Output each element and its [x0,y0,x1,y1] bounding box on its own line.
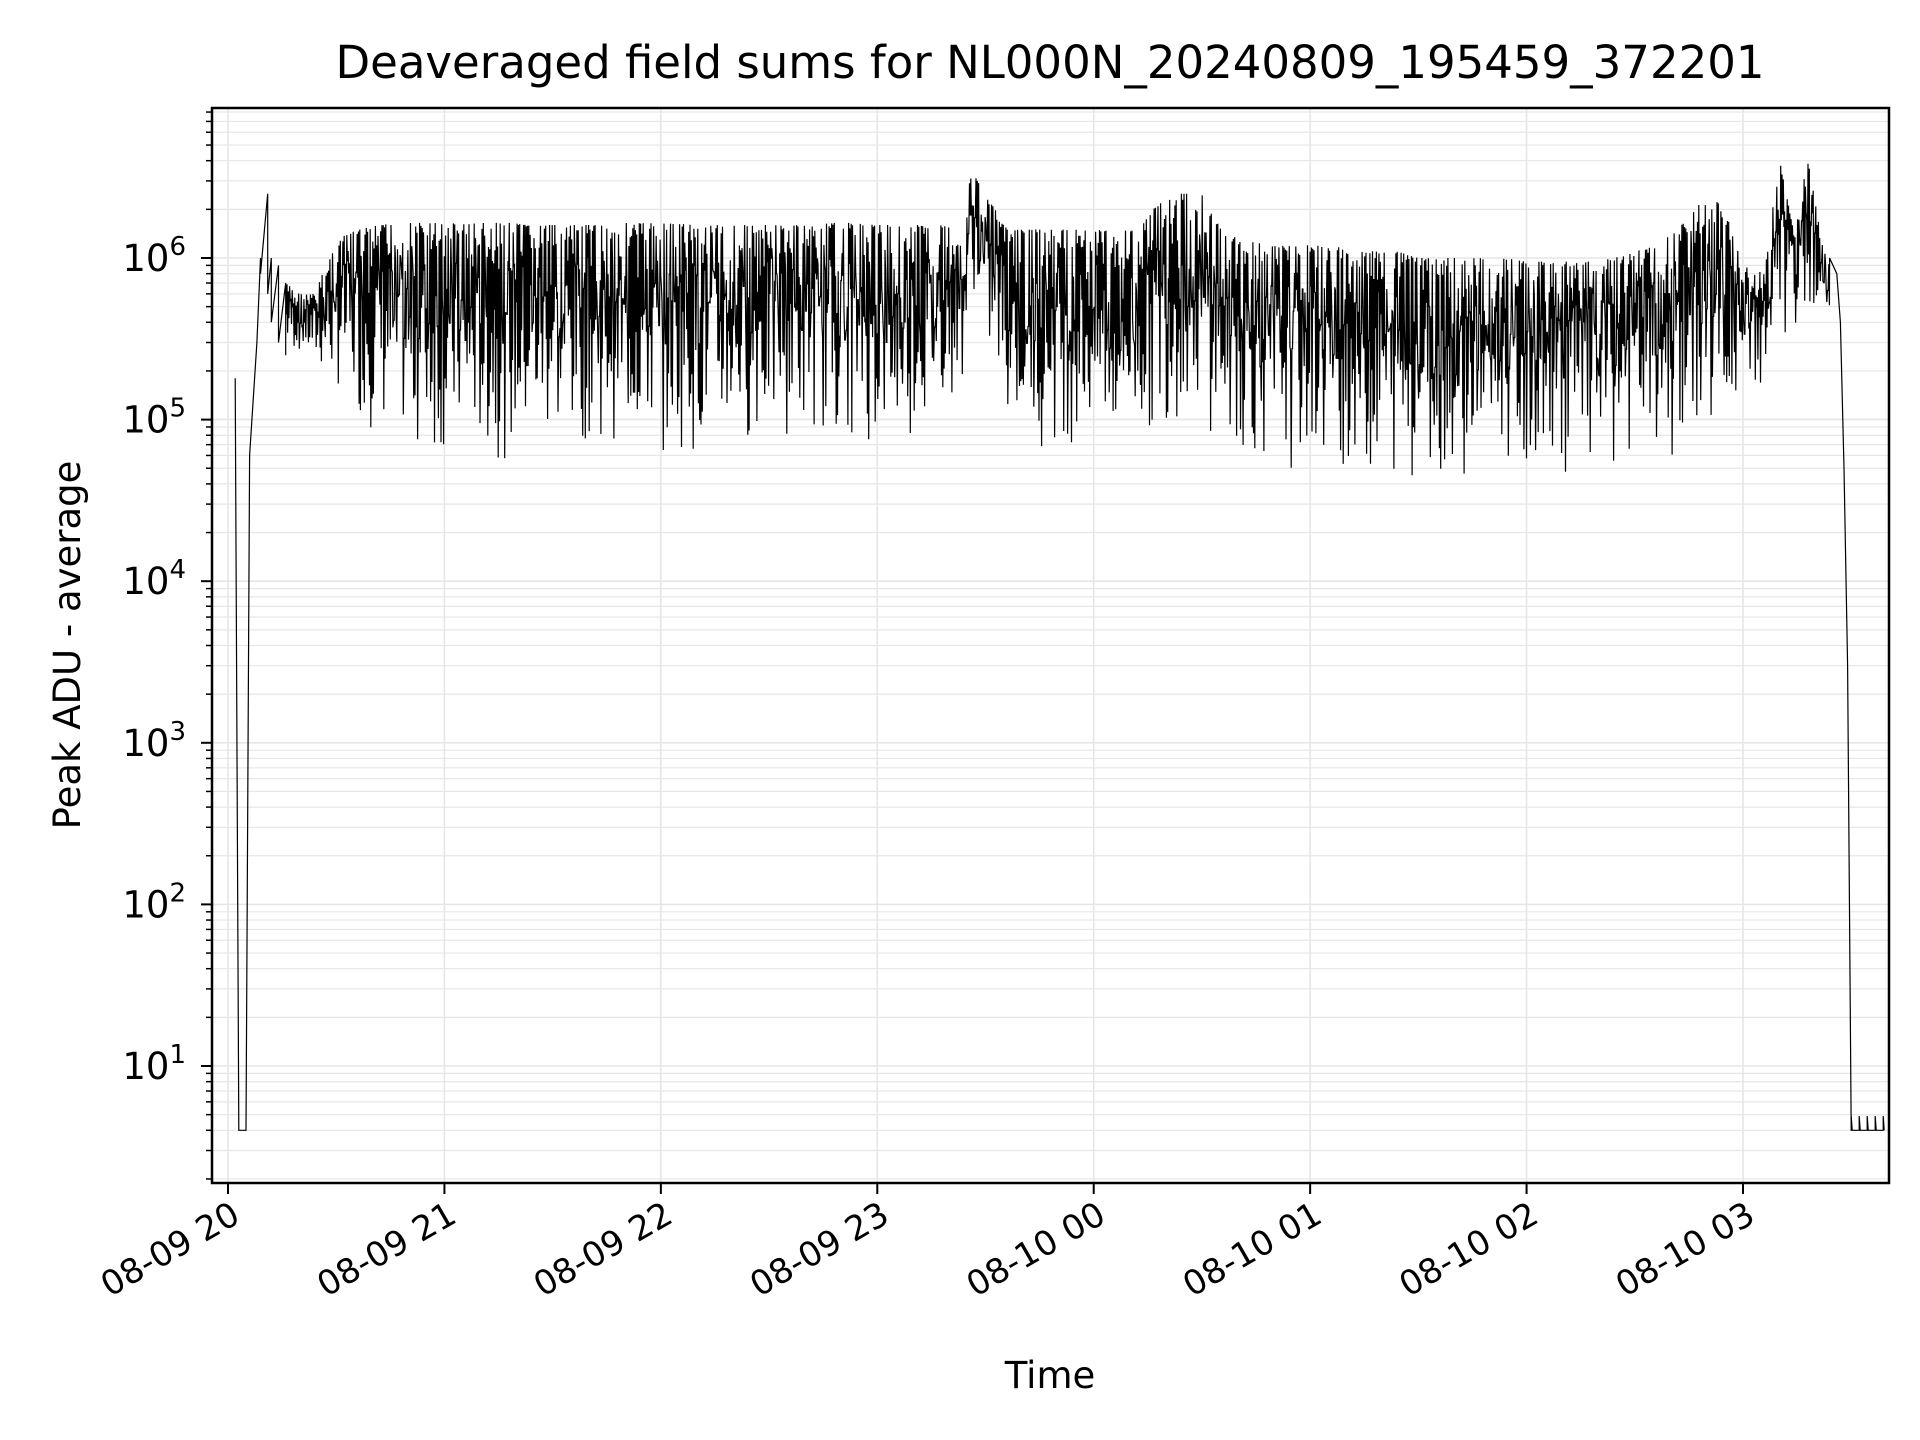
y-axis-label: Peak ADU - average [46,461,89,830]
y-tick-label: 105 [122,394,186,442]
y-tick-label: 104 [122,555,186,603]
y-tick-label: 101 [122,1040,186,1088]
x-axis-label: Time [1004,1354,1096,1397]
y-axis: 101 102 103 104 105 106 [122,111,212,1180]
data-series [234,163,1885,1131]
y-tick-label: 103 [122,717,186,765]
series-line [234,163,1885,1131]
y-tick-label: 102 [122,878,186,926]
chart-title: Deaveraged field sums for NL000N_2024080… [336,36,1765,89]
y-tick-label: 106 [122,232,186,280]
